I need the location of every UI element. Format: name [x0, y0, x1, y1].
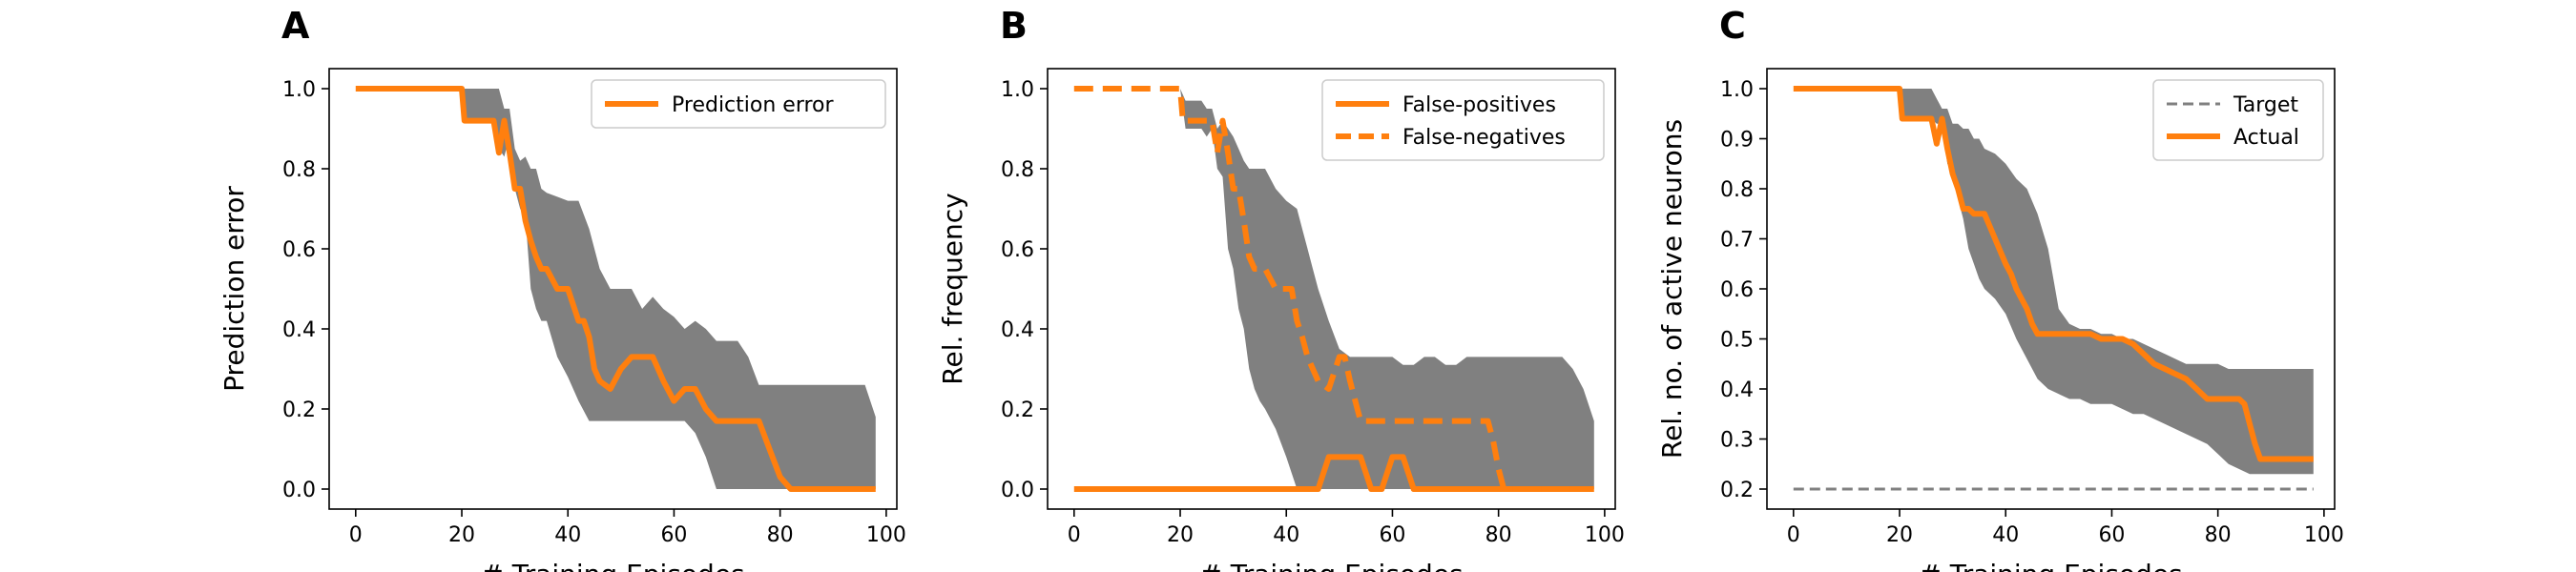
x-tick-label: 20 — [1167, 523, 1194, 547]
legend-box — [2152, 79, 2324, 161]
y-tick-label: 1.0 — [282, 78, 316, 102]
panel-letter: C — [1719, 5, 1746, 47]
y-tick-label: 0.4 — [1001, 318, 1034, 342]
x-tick-label: 80 — [2205, 523, 2232, 547]
y-tick-label: 0.4 — [282, 318, 316, 342]
y-tick-label: 1.0 — [1720, 78, 1754, 102]
y-tick-label: 0.5 — [1720, 329, 1754, 353]
x-tick-label: 60 — [1379, 523, 1405, 547]
x-tick-label: 40 — [1273, 523, 1299, 547]
y-tick-label: 0.8 — [282, 158, 316, 182]
legend-label: False-negatives — [1402, 126, 1566, 150]
y-tick-label: 0.6 — [1001, 238, 1034, 262]
y-tick-label: 0.8 — [1001, 158, 1034, 182]
panel-b: 0 20 40 60 80 100 0.0 0.2 0.4 0.6 0.8 1.0 # Training… — [937, 5, 1625, 572]
legend: False-positives False-negatives — [1321, 79, 1605, 161]
legend-label: Prediction error — [672, 93, 834, 117]
x-tick-label: 0 — [349, 523, 363, 547]
y-tick-label: 0.4 — [1720, 378, 1754, 402]
y-tick-label: 0.2 — [282, 398, 316, 422]
std-band — [355, 89, 876, 489]
y-tick-label: 0.9 — [1720, 129, 1754, 153]
legend: Prediction error — [591, 79, 886, 129]
legend-label: Actual — [2233, 126, 2299, 150]
y-tick-label: 0.0 — [282, 479, 316, 502]
x-tick-label: 0 — [1787, 523, 1800, 547]
x-tick-label: 40 — [1992, 523, 2019, 547]
panel-a: 0 20 40 60 80 100 0.0 0.2 0.4 0.6 0.8 1.0 # Training… — [218, 5, 906, 572]
series-line-1 — [355, 86, 876, 492]
plot-frame — [328, 68, 898, 510]
legend-label: False-positives — [1402, 93, 1556, 117]
x-tick-label: 100 — [2304, 523, 2344, 547]
legend-label: Target — [2233, 93, 2298, 117]
x-tick-label: 60 — [660, 523, 687, 547]
legend: Target Actual — [2152, 79, 2324, 161]
plot-frame — [1047, 68, 1616, 510]
x-tick-label: 100 — [1585, 523, 1625, 547]
x-tick-label: 20 — [1886, 523, 1913, 547]
panel-letter: A — [281, 5, 310, 47]
y-axis-label: Rel. frequency — [937, 193, 968, 384]
legend-box — [591, 79, 886, 129]
x-tick-label: 20 — [448, 523, 475, 547]
y-tick-label: 0.2 — [1001, 398, 1034, 422]
y-tick-label: 1.0 — [1001, 78, 1034, 102]
y-tick-label: 0.6 — [282, 238, 316, 262]
std-band — [1073, 89, 1594, 489]
legend-box — [1321, 79, 1605, 161]
series-line-2 — [1793, 86, 2314, 462]
y-tick-label: 0.0 — [1001, 479, 1034, 502]
x-axis-label: # Training Episodes — [481, 559, 744, 572]
x-tick-label: 80 — [767, 523, 794, 547]
y-tick-label: 0.7 — [1720, 229, 1754, 253]
x-axis-label: # Training Episodes — [1199, 559, 1463, 572]
x-tick-label: 100 — [866, 523, 906, 547]
x-tick-label: 0 — [1068, 523, 1081, 547]
x-tick-label: 60 — [2098, 523, 2125, 547]
x-tick-label: 80 — [1485, 523, 1512, 547]
y-tick-label: 0.8 — [1720, 178, 1754, 202]
x-tick-label: 40 — [554, 523, 581, 547]
y-axis-label: Prediction error — [218, 186, 250, 392]
y-tick-label: 0.6 — [1720, 278, 1754, 302]
panel-letter: B — [1000, 5, 1028, 47]
x-axis-label: # Training Episodes — [1919, 559, 2182, 572]
y-axis-label: Rel. no. of active neurons — [1656, 119, 1688, 459]
y-tick-label: 0.2 — [1720, 479, 1754, 502]
panel-c: 0 20 40 60 80 100 0.2 0.3 0.4 0.5 0.6 0.7 0.8 0.9 1.0 #… — [1656, 5, 2344, 572]
y-tick-label: 0.3 — [1720, 429, 1754, 453]
series-line-2 — [1073, 86, 1594, 492]
